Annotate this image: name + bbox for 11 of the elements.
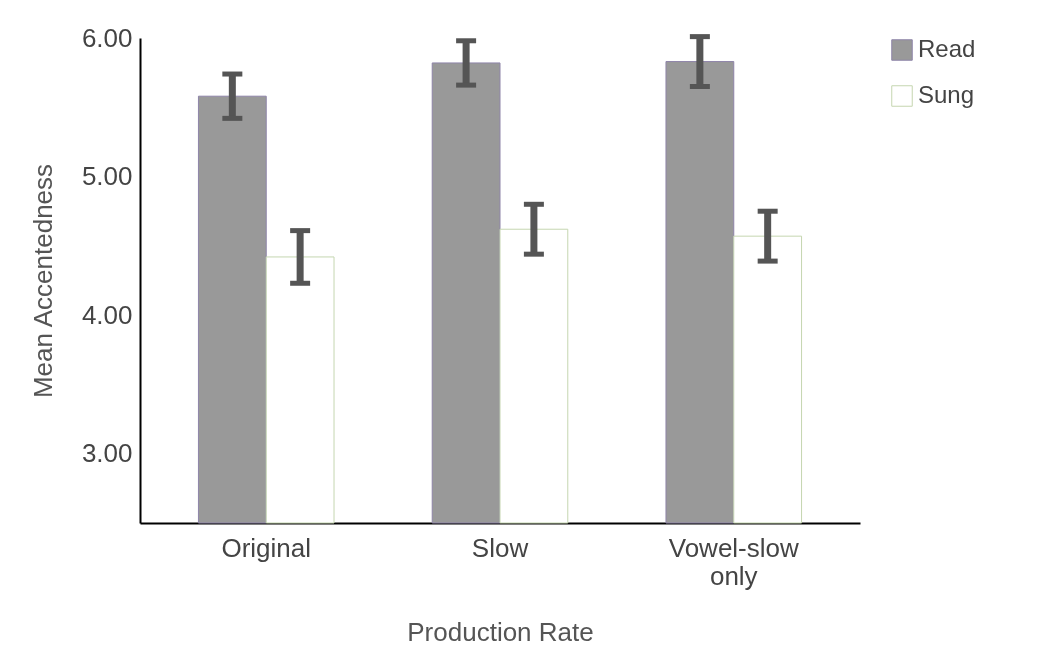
y-axis-title: Mean Accentedness xyxy=(27,163,58,399)
y-tick-label: 6.00 xyxy=(81,22,133,53)
x-tick-label: Vowel-slow only xyxy=(668,532,800,591)
x-tick-label: Slow xyxy=(471,532,529,563)
x-tick-label: Original xyxy=(221,532,312,563)
y-tick-label: 3.00 xyxy=(81,438,133,469)
legend-label: Read xyxy=(918,35,976,62)
y-tick-label: 4.00 xyxy=(81,299,133,330)
y-tick-label: 5.00 xyxy=(81,161,133,192)
legend-label: Sung xyxy=(918,81,975,108)
x-axis-title: Production Rate xyxy=(407,616,594,647)
